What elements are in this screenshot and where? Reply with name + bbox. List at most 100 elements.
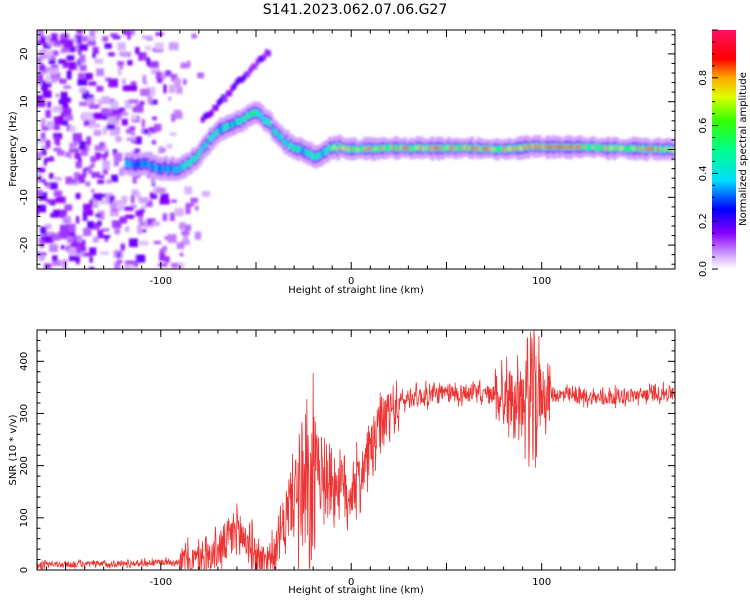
heatmap-cell <box>671 148 675 152</box>
heatmap-cell <box>77 242 83 247</box>
heatmap-cell <box>430 146 434 151</box>
heatmap-cell <box>42 90 52 98</box>
heatmap-cell <box>203 113 207 120</box>
heatmap-cell <box>98 174 105 179</box>
heatmap-cell <box>239 77 244 83</box>
heatmap-cell <box>135 163 139 168</box>
heatmap-cell <box>569 145 573 150</box>
heatmap-cell <box>122 78 126 85</box>
heatmap-cell <box>146 200 153 207</box>
heatmap-cell <box>233 121 237 126</box>
heatmap-cell <box>361 147 365 151</box>
y-tick-label: -10 <box>19 189 30 205</box>
heatmap-cell <box>82 90 89 99</box>
heatmap-cell <box>217 130 221 134</box>
heatmap-cell <box>59 224 69 233</box>
heatmap-cell <box>225 124 229 128</box>
heatmap-cell <box>474 146 478 151</box>
heatmap-cell <box>159 198 170 205</box>
heatmap-cell <box>107 116 116 126</box>
heatmap-cell <box>157 76 163 83</box>
heatmap-cell <box>556 144 560 149</box>
heatmap-cell <box>102 166 109 175</box>
heatmap-cell <box>290 143 294 148</box>
heatmap-cell <box>50 244 58 252</box>
heatmap-cell <box>126 30 135 36</box>
heatmap-cell <box>185 206 191 214</box>
heatmap-cell <box>90 156 97 163</box>
heatmap-cell <box>58 115 65 124</box>
heatmap-cell <box>516 146 520 151</box>
heatmap-cell <box>161 195 165 201</box>
heatmap-cell <box>485 146 489 151</box>
heatmap-cell <box>663 147 667 152</box>
heatmap-cell <box>109 129 119 136</box>
heatmap-cell <box>121 195 128 205</box>
heatmap-cell <box>282 138 286 142</box>
heatmap-cell <box>195 205 199 211</box>
heatmap-cell <box>235 79 239 86</box>
heatmap-cell <box>61 108 72 116</box>
heatmap-cell <box>67 236 74 243</box>
heatmap-cell <box>468 146 472 150</box>
heatmap-cell <box>158 146 164 154</box>
heatmap-cell <box>330 146 334 151</box>
heatmap-cell <box>466 146 470 150</box>
heatmap-cell <box>97 229 104 239</box>
heatmap-cell <box>110 202 116 210</box>
heatmap-cell <box>82 211 88 221</box>
heatmap-cell <box>147 131 152 137</box>
heatmap-cell <box>119 168 124 176</box>
heatmap-cell <box>596 145 600 149</box>
heatmap-cell <box>185 203 195 207</box>
heatmap-cell <box>60 48 65 54</box>
heatmap-cell <box>250 112 254 116</box>
heatmap-cell <box>357 147 361 152</box>
heatmap-cell <box>95 152 101 160</box>
heatmap-cell <box>426 146 430 150</box>
heatmap-cell <box>636 146 640 150</box>
heatmap-cell <box>83 203 92 212</box>
heatmap-cell <box>89 200 97 205</box>
heatmap-cell <box>37 167 46 173</box>
heatmap-cell <box>114 228 120 235</box>
heatmap-cell <box>85 94 94 101</box>
heatmap-cell <box>613 146 617 151</box>
heatmap-cell <box>169 212 175 221</box>
heatmap-cell <box>55 93 60 97</box>
heatmap-cell <box>640 147 644 151</box>
heatmap-cell <box>260 55 265 62</box>
heatmap-cell <box>124 99 132 109</box>
heatmap-cell <box>37 57 43 64</box>
heatmap-cell <box>139 162 143 167</box>
heatmap-cell <box>154 164 158 168</box>
heatmap-cell <box>57 150 65 156</box>
heatmap-cell <box>121 118 128 126</box>
heatmap-cell <box>102 160 111 170</box>
heatmap-cell <box>214 104 219 111</box>
heatmap-cell <box>80 243 85 251</box>
heatmap-cell <box>169 168 172 172</box>
heatmap-cell <box>215 131 219 136</box>
y-tick-label: 200 <box>19 456 30 475</box>
heatmap-cell <box>529 145 533 149</box>
heatmap-cell <box>50 77 57 84</box>
heatmap-cell <box>156 166 160 171</box>
heatmap-cell <box>64 39 74 48</box>
heatmap-cell <box>416 145 420 150</box>
heatmap-cell <box>168 84 175 93</box>
heatmap-cell <box>506 147 510 151</box>
heatmap-cell <box>76 255 80 265</box>
heatmap-cell <box>296 148 300 152</box>
heatmap-cell <box>583 145 587 149</box>
heatmap-cell <box>53 209 62 216</box>
heatmap-cell <box>535 144 539 149</box>
heatmap-cell <box>87 221 94 229</box>
heatmap-cell <box>166 168 170 172</box>
heatmap-cell <box>92 52 96 59</box>
heatmap-cell <box>216 99 221 106</box>
heatmap-cell <box>581 145 585 149</box>
heatmap-cell <box>286 139 290 144</box>
heatmap-cell <box>56 40 63 45</box>
heatmap-cell <box>531 144 535 149</box>
